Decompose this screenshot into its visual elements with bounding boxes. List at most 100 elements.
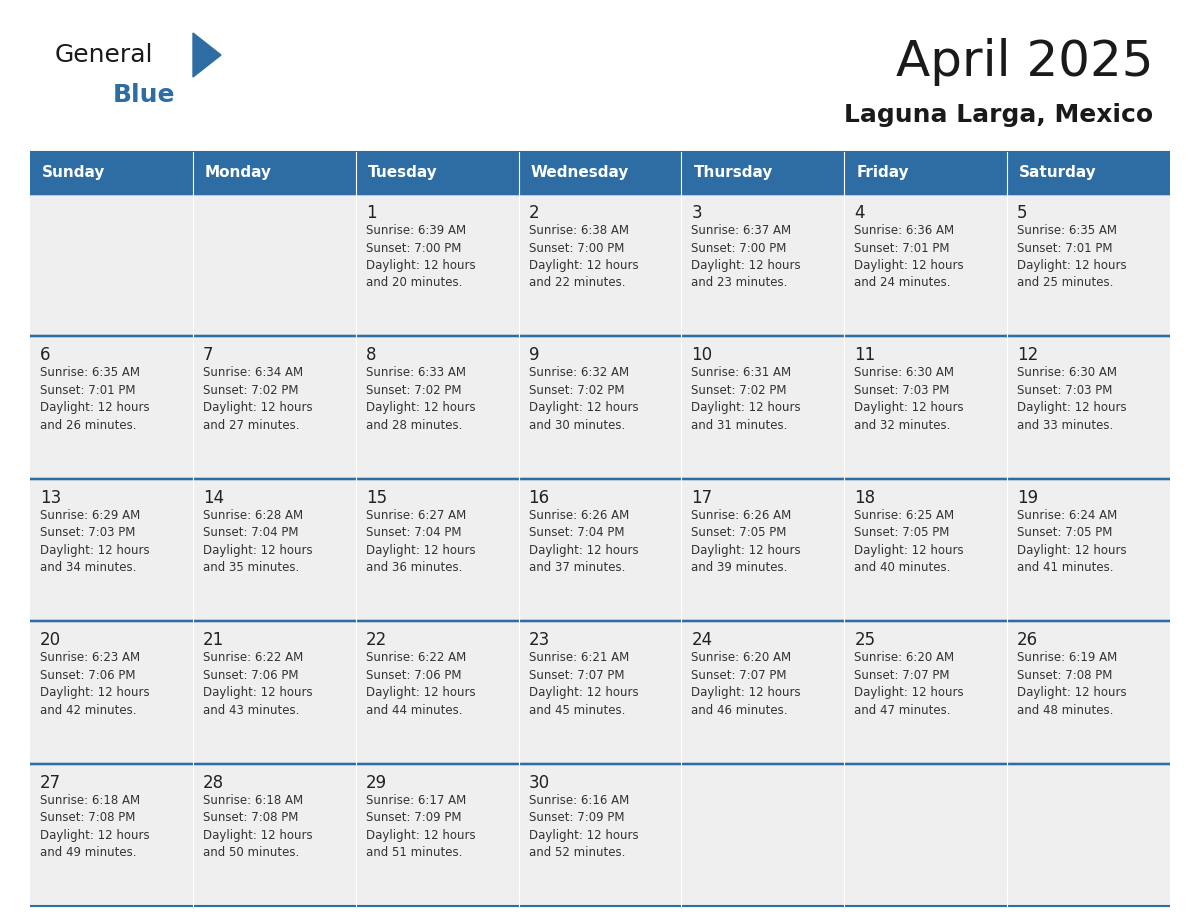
Text: 6: 6 (40, 346, 51, 364)
Bar (682, 479, 845, 621)
Bar (30, 479, 192, 621)
Text: 14: 14 (203, 488, 225, 507)
Text: Sunrise: 6:30 AM
Sunset: 7:03 PM
Daylight: 12 hours
and 33 minutes.: Sunrise: 6:30 AM Sunset: 7:03 PM Dayligh… (1017, 366, 1126, 431)
Bar (30, 194, 192, 336)
Bar (1007, 194, 1170, 336)
Bar (845, 479, 1007, 621)
Text: 8: 8 (366, 346, 377, 364)
Text: General: General (55, 43, 153, 67)
Text: Sunrise: 6:28 AM
Sunset: 7:04 PM
Daylight: 12 hours
and 35 minutes.: Sunrise: 6:28 AM Sunset: 7:04 PM Dayligh… (203, 509, 312, 575)
Text: Sunrise: 6:35 AM
Sunset: 7:01 PM
Daylight: 12 hours
and 25 minutes.: Sunrise: 6:35 AM Sunset: 7:01 PM Dayligh… (1017, 224, 1126, 289)
Bar (30, 152, 1170, 194)
Text: 13: 13 (40, 488, 62, 507)
Bar (192, 194, 355, 336)
Text: Sunrise: 6:16 AM
Sunset: 7:09 PM
Daylight: 12 hours
and 52 minutes.: Sunrise: 6:16 AM Sunset: 7:09 PM Dayligh… (529, 793, 638, 859)
Text: Sunrise: 6:22 AM
Sunset: 7:06 PM
Daylight: 12 hours
and 44 minutes.: Sunrise: 6:22 AM Sunset: 7:06 PM Dayligh… (366, 651, 475, 717)
Text: Thursday: Thursday (694, 165, 773, 181)
Bar (355, 336, 519, 479)
Text: 9: 9 (529, 346, 539, 364)
Text: Sunrise: 6:32 AM
Sunset: 7:02 PM
Daylight: 12 hours
and 30 minutes.: Sunrise: 6:32 AM Sunset: 7:02 PM Dayligh… (529, 366, 638, 431)
Bar (192, 621, 355, 764)
Text: Sunrise: 6:23 AM
Sunset: 7:06 PM
Daylight: 12 hours
and 42 minutes.: Sunrise: 6:23 AM Sunset: 7:06 PM Dayligh… (40, 651, 150, 717)
Text: 24: 24 (691, 632, 713, 649)
Text: April 2025: April 2025 (896, 38, 1154, 86)
Text: Sunrise: 6:18 AM
Sunset: 7:08 PM
Daylight: 12 hours
and 50 minutes.: Sunrise: 6:18 AM Sunset: 7:08 PM Dayligh… (203, 793, 312, 859)
Text: 27: 27 (40, 774, 61, 791)
Bar (192, 764, 355, 906)
Text: Sunrise: 6:20 AM
Sunset: 7:07 PM
Daylight: 12 hours
and 46 minutes.: Sunrise: 6:20 AM Sunset: 7:07 PM Dayligh… (691, 651, 801, 717)
Text: Sunrise: 6:36 AM
Sunset: 7:01 PM
Daylight: 12 hours
and 24 minutes.: Sunrise: 6:36 AM Sunset: 7:01 PM Dayligh… (854, 224, 963, 289)
Text: 18: 18 (854, 488, 876, 507)
Text: Sunrise: 6:38 AM
Sunset: 7:00 PM
Daylight: 12 hours
and 22 minutes.: Sunrise: 6:38 AM Sunset: 7:00 PM Dayligh… (529, 224, 638, 289)
Text: 10: 10 (691, 346, 713, 364)
Text: 12: 12 (1017, 346, 1038, 364)
Text: 3: 3 (691, 204, 702, 222)
Bar (30, 336, 192, 479)
Bar (682, 764, 845, 906)
Bar (1007, 621, 1170, 764)
Bar (682, 336, 845, 479)
Bar (1007, 479, 1170, 621)
Text: 22: 22 (366, 632, 387, 649)
Bar (519, 621, 682, 764)
Polygon shape (192, 33, 221, 77)
Text: Blue: Blue (113, 83, 176, 107)
Bar (1007, 336, 1170, 479)
Text: Sunrise: 6:27 AM
Sunset: 7:04 PM
Daylight: 12 hours
and 36 minutes.: Sunrise: 6:27 AM Sunset: 7:04 PM Dayligh… (366, 509, 475, 575)
Text: Sunrise: 6:34 AM
Sunset: 7:02 PM
Daylight: 12 hours
and 27 minutes.: Sunrise: 6:34 AM Sunset: 7:02 PM Dayligh… (203, 366, 312, 431)
Text: 17: 17 (691, 488, 713, 507)
Text: Monday: Monday (204, 165, 272, 181)
Text: Sunrise: 6:19 AM
Sunset: 7:08 PM
Daylight: 12 hours
and 48 minutes.: Sunrise: 6:19 AM Sunset: 7:08 PM Dayligh… (1017, 651, 1126, 717)
Bar (519, 194, 682, 336)
Text: 26: 26 (1017, 632, 1038, 649)
Text: 25: 25 (854, 632, 876, 649)
Text: 23: 23 (529, 632, 550, 649)
Text: Friday: Friday (857, 165, 909, 181)
Text: Sunrise: 6:33 AM
Sunset: 7:02 PM
Daylight: 12 hours
and 28 minutes.: Sunrise: 6:33 AM Sunset: 7:02 PM Dayligh… (366, 366, 475, 431)
Text: 29: 29 (366, 774, 387, 791)
Text: Laguna Larga, Mexico: Laguna Larga, Mexico (843, 103, 1154, 127)
Bar (519, 336, 682, 479)
Bar (30, 621, 192, 764)
Text: Sunrise: 6:25 AM
Sunset: 7:05 PM
Daylight: 12 hours
and 40 minutes.: Sunrise: 6:25 AM Sunset: 7:05 PM Dayligh… (854, 509, 963, 575)
Bar (519, 479, 682, 621)
Bar (682, 194, 845, 336)
Text: Sunrise: 6:29 AM
Sunset: 7:03 PM
Daylight: 12 hours
and 34 minutes.: Sunrise: 6:29 AM Sunset: 7:03 PM Dayligh… (40, 509, 150, 575)
Bar (1007, 764, 1170, 906)
Text: 2: 2 (529, 204, 539, 222)
Text: 19: 19 (1017, 488, 1038, 507)
Bar (682, 621, 845, 764)
Bar (845, 336, 1007, 479)
Bar (845, 764, 1007, 906)
Text: Sunday: Sunday (42, 165, 106, 181)
Text: Sunrise: 6:35 AM
Sunset: 7:01 PM
Daylight: 12 hours
and 26 minutes.: Sunrise: 6:35 AM Sunset: 7:01 PM Dayligh… (40, 366, 150, 431)
Text: 15: 15 (366, 488, 387, 507)
Text: Wednesday: Wednesday (531, 165, 628, 181)
Text: Sunrise: 6:22 AM
Sunset: 7:06 PM
Daylight: 12 hours
and 43 minutes.: Sunrise: 6:22 AM Sunset: 7:06 PM Dayligh… (203, 651, 312, 717)
Text: 11: 11 (854, 346, 876, 364)
Bar (845, 621, 1007, 764)
Text: 5: 5 (1017, 204, 1028, 222)
Text: 28: 28 (203, 774, 225, 791)
Text: 7: 7 (203, 346, 214, 364)
Text: Sunrise: 6:37 AM
Sunset: 7:00 PM
Daylight: 12 hours
and 23 minutes.: Sunrise: 6:37 AM Sunset: 7:00 PM Dayligh… (691, 224, 801, 289)
Text: Sunrise: 6:20 AM
Sunset: 7:07 PM
Daylight: 12 hours
and 47 minutes.: Sunrise: 6:20 AM Sunset: 7:07 PM Dayligh… (854, 651, 963, 717)
Text: Tuesday: Tuesday (368, 165, 437, 181)
Bar (355, 194, 519, 336)
Text: Sunrise: 6:26 AM
Sunset: 7:05 PM
Daylight: 12 hours
and 39 minutes.: Sunrise: 6:26 AM Sunset: 7:05 PM Dayligh… (691, 509, 801, 575)
Bar (30, 764, 192, 906)
Text: Sunrise: 6:31 AM
Sunset: 7:02 PM
Daylight: 12 hours
and 31 minutes.: Sunrise: 6:31 AM Sunset: 7:02 PM Dayligh… (691, 366, 801, 431)
Bar (355, 764, 519, 906)
Text: Sunrise: 6:18 AM
Sunset: 7:08 PM
Daylight: 12 hours
and 49 minutes.: Sunrise: 6:18 AM Sunset: 7:08 PM Dayligh… (40, 793, 150, 859)
Text: 30: 30 (529, 774, 550, 791)
Text: 20: 20 (40, 632, 61, 649)
Text: Saturday: Saturday (1019, 165, 1097, 181)
Bar (355, 621, 519, 764)
Bar (192, 479, 355, 621)
Text: 1: 1 (366, 204, 377, 222)
Text: Sunrise: 6:39 AM
Sunset: 7:00 PM
Daylight: 12 hours
and 20 minutes.: Sunrise: 6:39 AM Sunset: 7:00 PM Dayligh… (366, 224, 475, 289)
Text: Sunrise: 6:24 AM
Sunset: 7:05 PM
Daylight: 12 hours
and 41 minutes.: Sunrise: 6:24 AM Sunset: 7:05 PM Dayligh… (1017, 509, 1126, 575)
Text: 16: 16 (529, 488, 550, 507)
Text: Sunrise: 6:21 AM
Sunset: 7:07 PM
Daylight: 12 hours
and 45 minutes.: Sunrise: 6:21 AM Sunset: 7:07 PM Dayligh… (529, 651, 638, 717)
Bar (355, 479, 519, 621)
